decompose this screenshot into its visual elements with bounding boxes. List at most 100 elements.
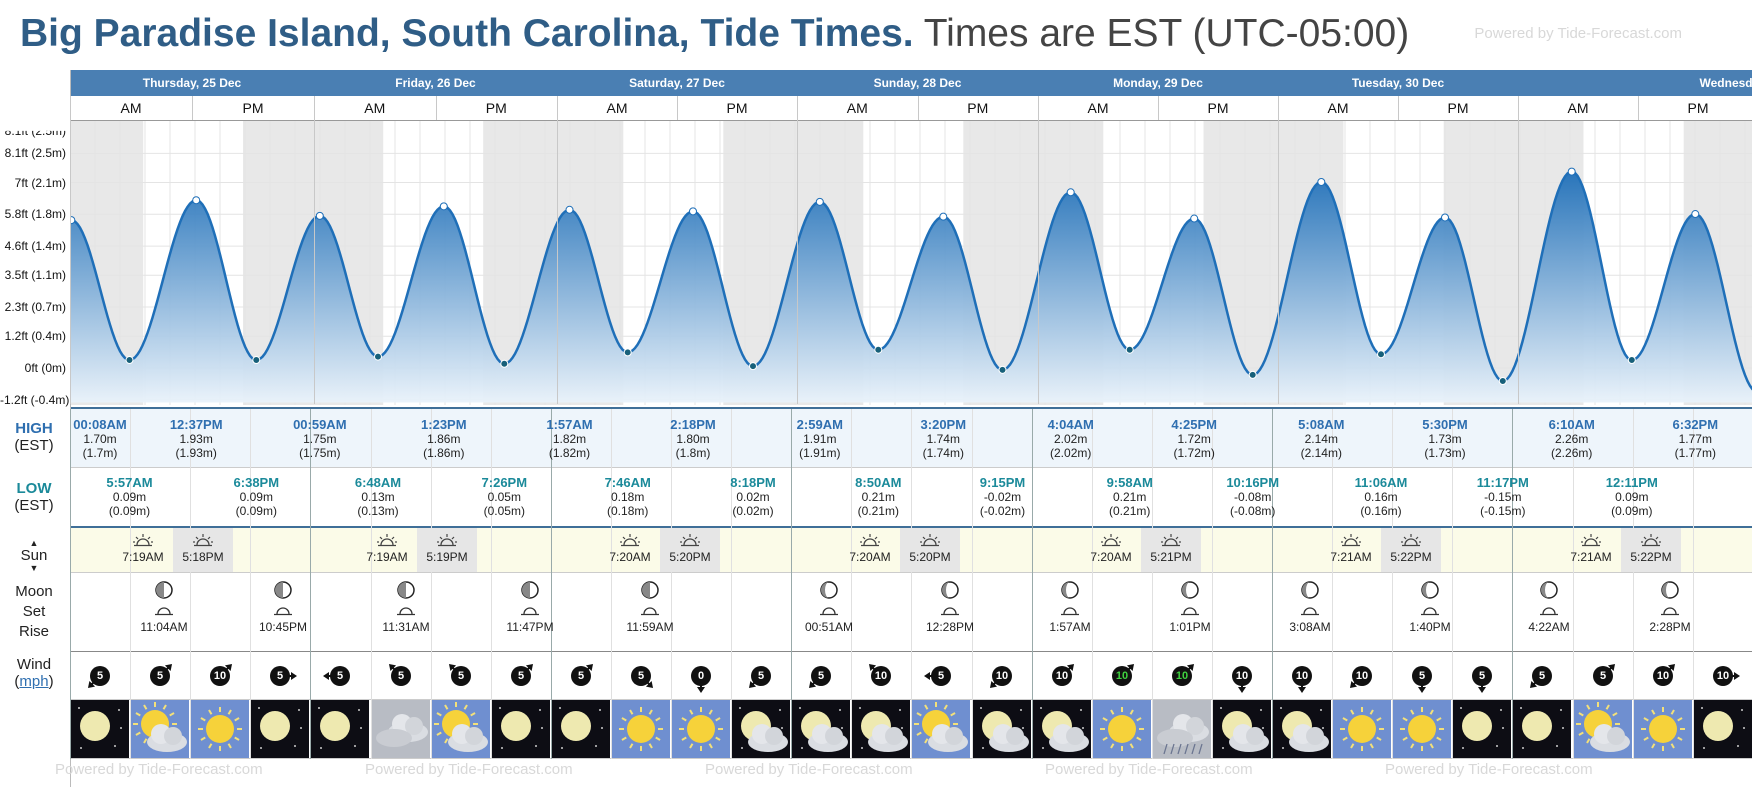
row-separator (0, 651, 1752, 652)
sunset-icon (193, 534, 213, 547)
wind-speed-badge: 0 (691, 666, 711, 686)
low-tide-cell: 9:15PM -0.02m (-0.02m) (967, 476, 1039, 519)
wind-unit-link[interactable]: mph (19, 673, 49, 690)
moon-time: 11:04AM (140, 620, 188, 634)
high-time: 5:30PM (1422, 417, 1468, 432)
footer-watermark-2: Powered by Tide-Forecast.com (365, 761, 573, 778)
sunrise-time: 7:21AM (1570, 550, 1612, 564)
low-time: 7:26PM (481, 475, 528, 490)
moon-cell: 12:28PM (918, 580, 982, 634)
sunset-time: 5:22PM (1630, 550, 1672, 564)
high-meters-paren: (1.8m) (675, 446, 711, 460)
low-time: 8:50AM (855, 475, 902, 490)
moon-cell: 1:01PM (1158, 580, 1222, 634)
weather-partly-cloudy-day-icon (133, 702, 187, 752)
sunrise-icon (1341, 534, 1361, 547)
wind-speed-badge: 10 (1052, 666, 1072, 686)
weather-partly-cloudy-night-icon (1040, 707, 1089, 752)
moon-time: 11:31AM (382, 620, 430, 634)
ampm-divider (435, 96, 437, 120)
low-tide-cell: 6:48AM 0.13m (0.13m) (342, 476, 414, 519)
sunset-cell: 5:22PM (1381, 528, 1441, 572)
high-tide-point (1691, 210, 1700, 219)
low-meters-paren: (0.02m) (732, 504, 774, 518)
row-separator (0, 526, 1752, 528)
low-meters: 0.21m (1113, 490, 1147, 504)
weather-partly-cloudy-day-icon (434, 702, 488, 752)
wind-speed-badge: 10 (871, 666, 891, 686)
moon-set-label: Set (22, 603, 46, 620)
high-meters-paren: (1.93m) (175, 446, 217, 460)
wind-indicator: 5 (801, 656, 841, 696)
high-time: 12:37PM (169, 417, 223, 432)
low-meters: 0.18m (611, 490, 645, 504)
moon-phase-icon (1421, 581, 1439, 599)
low-time: 6:38PM (233, 475, 280, 490)
day-label: Sunday, 28 Dec (873, 76, 962, 90)
low-meters-paren: (0.09m) (1611, 504, 1653, 518)
column-divider (1332, 409, 1333, 759)
column-divider (1452, 409, 1453, 759)
moon-phase-icon (941, 581, 959, 599)
timezone-note: Times are EST (UTC-05:00) (923, 12, 1410, 55)
ampm-divider (1158, 96, 1159, 120)
column-divider (1573, 409, 1574, 759)
high-tide-cell: 2:18PM 1.80m (1.8m) (657, 418, 729, 461)
column-divider (371, 409, 372, 759)
low-tide-point (623, 348, 632, 357)
wind-indicator: 10 (1102, 656, 1142, 696)
row-separator (0, 407, 1752, 409)
moon-label: Moon (15, 583, 53, 600)
sunrise-icon (1101, 534, 1121, 547)
high-tide-point (1317, 177, 1326, 186)
low-time: 8:18PM (730, 475, 776, 490)
low-meters: 0.21m (861, 490, 895, 504)
wind-indicator: 5 (921, 656, 961, 696)
low-tide-cell: 7:26PM 0.05m (0.05m) (468, 475, 540, 519)
day-divider (557, 96, 558, 404)
low-tide-cell: 5:57AM 0.09m (0.09m) (94, 476, 166, 519)
moon-phase-icon (1540, 581, 1558, 599)
wind-indicator: 5 (320, 656, 360, 696)
day-label: Wednesday, 31 Dec (1699, 76, 1752, 90)
low-meters-paren: (0.09m) (108, 504, 151, 518)
sunset-cell: 5:20PM (900, 528, 960, 572)
y-axis-tick-label: -1.2ft (-0.4m) (0, 392, 70, 407)
sunrise-cell: 7:19AM (357, 533, 417, 564)
low-row-label: LOW (EST) (0, 480, 68, 514)
sunny-icon (1393, 700, 1451, 758)
moon-phase-icon (1301, 581, 1319, 599)
row-separator (0, 758, 1752, 759)
low-tide-point (1125, 345, 1134, 354)
ampm-divider (677, 96, 678, 120)
wind-speed-badge: 5 (150, 666, 170, 686)
moon-phase-icon (274, 581, 292, 599)
column-divider (130, 409, 131, 759)
y-axis-tick-label: 7ft (2.1m) (14, 175, 66, 190)
wind-indicator: 5 (621, 656, 661, 696)
column-divider (1092, 409, 1093, 759)
wind-indicator: 10 (1042, 656, 1082, 696)
partly-cloudy-day-icon (1574, 700, 1632, 758)
high-meters-paren: (1.74m) (922, 446, 964, 460)
high-tide-cell: 4:25PM 1.72m (1.72m) (1158, 418, 1230, 461)
sunset-time: 5:22PM (1390, 550, 1432, 564)
column-divider (1272, 409, 1273, 759)
moon-phase-icon (641, 581, 659, 599)
high-meters-paren: (2.26m) (1551, 446, 1593, 460)
low-tide-point (749, 362, 757, 371)
wind-speed-badge: 10 (1172, 666, 1192, 686)
sunset-icon (1641, 534, 1661, 547)
pm-label: PM (242, 100, 264, 116)
sunny-icon (191, 700, 249, 758)
moon-phase-icon (1181, 581, 1199, 599)
low-meters: 0.16m (1364, 490, 1398, 504)
clear-night-icon (1453, 700, 1511, 758)
ampm-divider (917, 96, 919, 120)
weather-partly-cloudy-night-icon (980, 707, 1029, 752)
partly-cloudy-night-icon (973, 700, 1031, 758)
moon-phase-icon (1061, 581, 1079, 599)
wind-indicator: 5 (1583, 656, 1623, 696)
wind-speed-badge: 10 (1112, 666, 1132, 686)
